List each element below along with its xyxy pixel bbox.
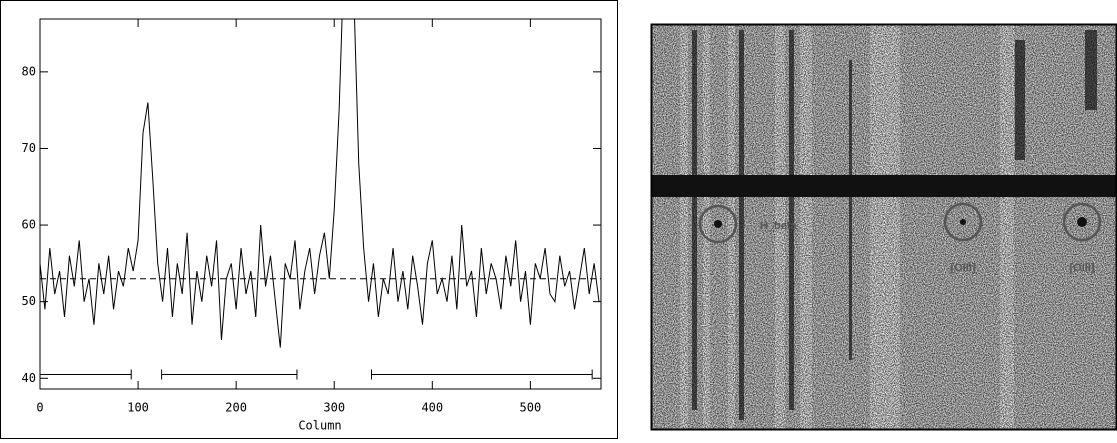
x-tick-label: 500 — [520, 401, 542, 415]
y-tick-label: 80 — [22, 64, 36, 78]
x-tick-label: 400 — [421, 401, 443, 415]
x-tick-label: 300 — [323, 401, 345, 415]
fit-region — [40, 369, 132, 380]
emission-spots — [714, 217, 1087, 228]
y-tick-label: 40 — [22, 371, 36, 385]
plot-frame — [39, 18, 602, 390]
y-tick-label: 70 — [22, 141, 36, 155]
left-panel-border — [0, 0, 618, 439]
plot-area — [40, 19, 601, 380]
image-panel: H_beta [OIII] [OIII] — [650, 23, 1117, 431]
line-circles — [698, 202, 1102, 244]
spectrum-line — [40, 19, 600, 348]
x-tick-label: 0 — [36, 401, 43, 415]
annotation: H_beta — [760, 220, 798, 232]
x-tick-label: 200 — [225, 401, 247, 415]
continuum-band — [651, 175, 1117, 197]
annotation: [OIII] — [1069, 262, 1094, 274]
y-tick-label: 60 — [22, 218, 36, 232]
annotation: [OIII] — [950, 262, 975, 274]
x-tick-label: 100 — [127, 401, 149, 415]
fit-region — [161, 369, 298, 380]
y-tick-label: 50 — [22, 294, 36, 308]
fit-region — [371, 369, 593, 380]
image-noise — [651, 24, 1117, 430]
x-axis-label: Column — [298, 419, 341, 433]
